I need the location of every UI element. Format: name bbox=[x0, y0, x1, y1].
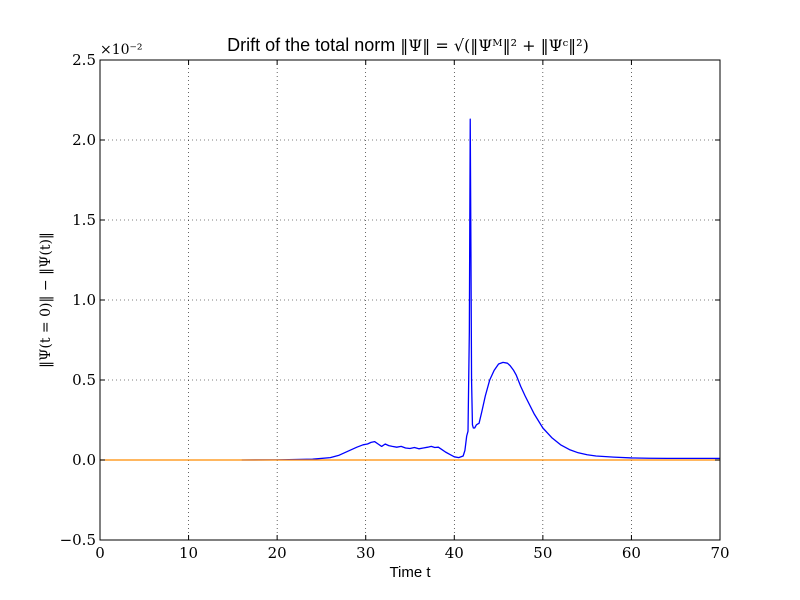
x-tick-label-7: 70 bbox=[710, 544, 729, 562]
chart-title: Drift of the total norm ‖Ψ‖ = √(‖Ψᴹ‖² + … bbox=[227, 35, 589, 55]
y-tick-label-5: 2.0 bbox=[72, 131, 96, 149]
y-tick-label-3: 1.0 bbox=[72, 291, 96, 309]
x-tick-label-5: 50 bbox=[533, 544, 552, 562]
y-tick-label-0: −0.5 bbox=[60, 531, 96, 549]
y-tick-label-6: 2.5 bbox=[72, 51, 96, 69]
chart-title-math: ‖Ψ‖ = √(‖Ψᴹ‖² + ‖Ψᶜ‖²) bbox=[400, 36, 589, 55]
x-tick-label-2: 20 bbox=[268, 544, 287, 562]
series-line-0 bbox=[241, 118, 720, 461]
y-tick-label-2: 0.5 bbox=[72, 371, 96, 389]
y-axis-label: ‖Ψ(t = 0)‖ − ‖Ψ(t)‖ bbox=[38, 232, 54, 368]
x-tick-label-4: 40 bbox=[445, 544, 464, 562]
x-tick-label-3: 30 bbox=[356, 544, 375, 562]
x-tick-label-1: 10 bbox=[179, 544, 198, 562]
x-tick-label-0: 0 bbox=[95, 544, 105, 562]
x-tick-label-6: 60 bbox=[622, 544, 641, 562]
y-tick-label-1: 0.0 bbox=[72, 451, 96, 469]
y-multiplier-label: ×10⁻² bbox=[100, 42, 143, 58]
axis-ticks: 0 10 20 30 40 50 60 70 −0.5 0.0 0.5 1.0 1.5 2.0 2.5 bbox=[60, 51, 730, 562]
y-tick-label-4: 1.5 bbox=[72, 211, 96, 229]
x-axis-label: Time t bbox=[389, 564, 431, 581]
chart-title-text: Drift of the total norm bbox=[227, 35, 400, 55]
data-series bbox=[100, 118, 720, 461]
